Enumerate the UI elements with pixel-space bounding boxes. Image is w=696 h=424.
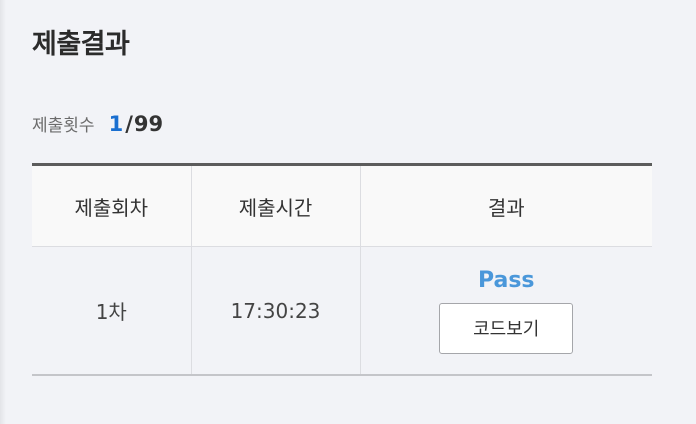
column-header-time: 제출시간 [191, 164, 361, 247]
result-cell-content: Pass 코드보기 [361, 268, 653, 354]
submission-result-table: 제출회차 제출시간 결과 1차 17:30:23 Pass 코드보기 [32, 163, 652, 376]
page-title: 제출결과 [32, 29, 130, 60]
submission-count-separator: / [125, 112, 133, 136]
view-code-button[interactable]: 코드보기 [439, 302, 574, 354]
table-header: 제출회차 제출시간 결과 [32, 164, 652, 247]
cell-time: 17:30:23 [191, 246, 361, 375]
cell-result: Pass 코드보기 [360, 246, 653, 375]
column-header-result: 결과 [360, 164, 652, 247]
status-pass-label: Pass [477, 267, 535, 293]
table-body: 1차 17:30:23 Pass 코드보기 [32, 246, 653, 375]
table-row: 1차 17:30:23 Pass 코드보기 [32, 246, 653, 375]
submission-count-max: 99 [133, 112, 164, 136]
left-edge-shadow [0, 0, 6, 424]
table-header-row: 제출회차 제출시간 결과 [32, 164, 652, 247]
cell-round: 1차 [32, 246, 192, 375]
submission-count-current: 1 [108, 112, 124, 136]
submission-count: 제출횟수 1 / 99 [32, 111, 163, 136]
submission-count-label: 제출횟수 [32, 116, 95, 136]
column-header-round: 제출회차 [32, 164, 192, 247]
